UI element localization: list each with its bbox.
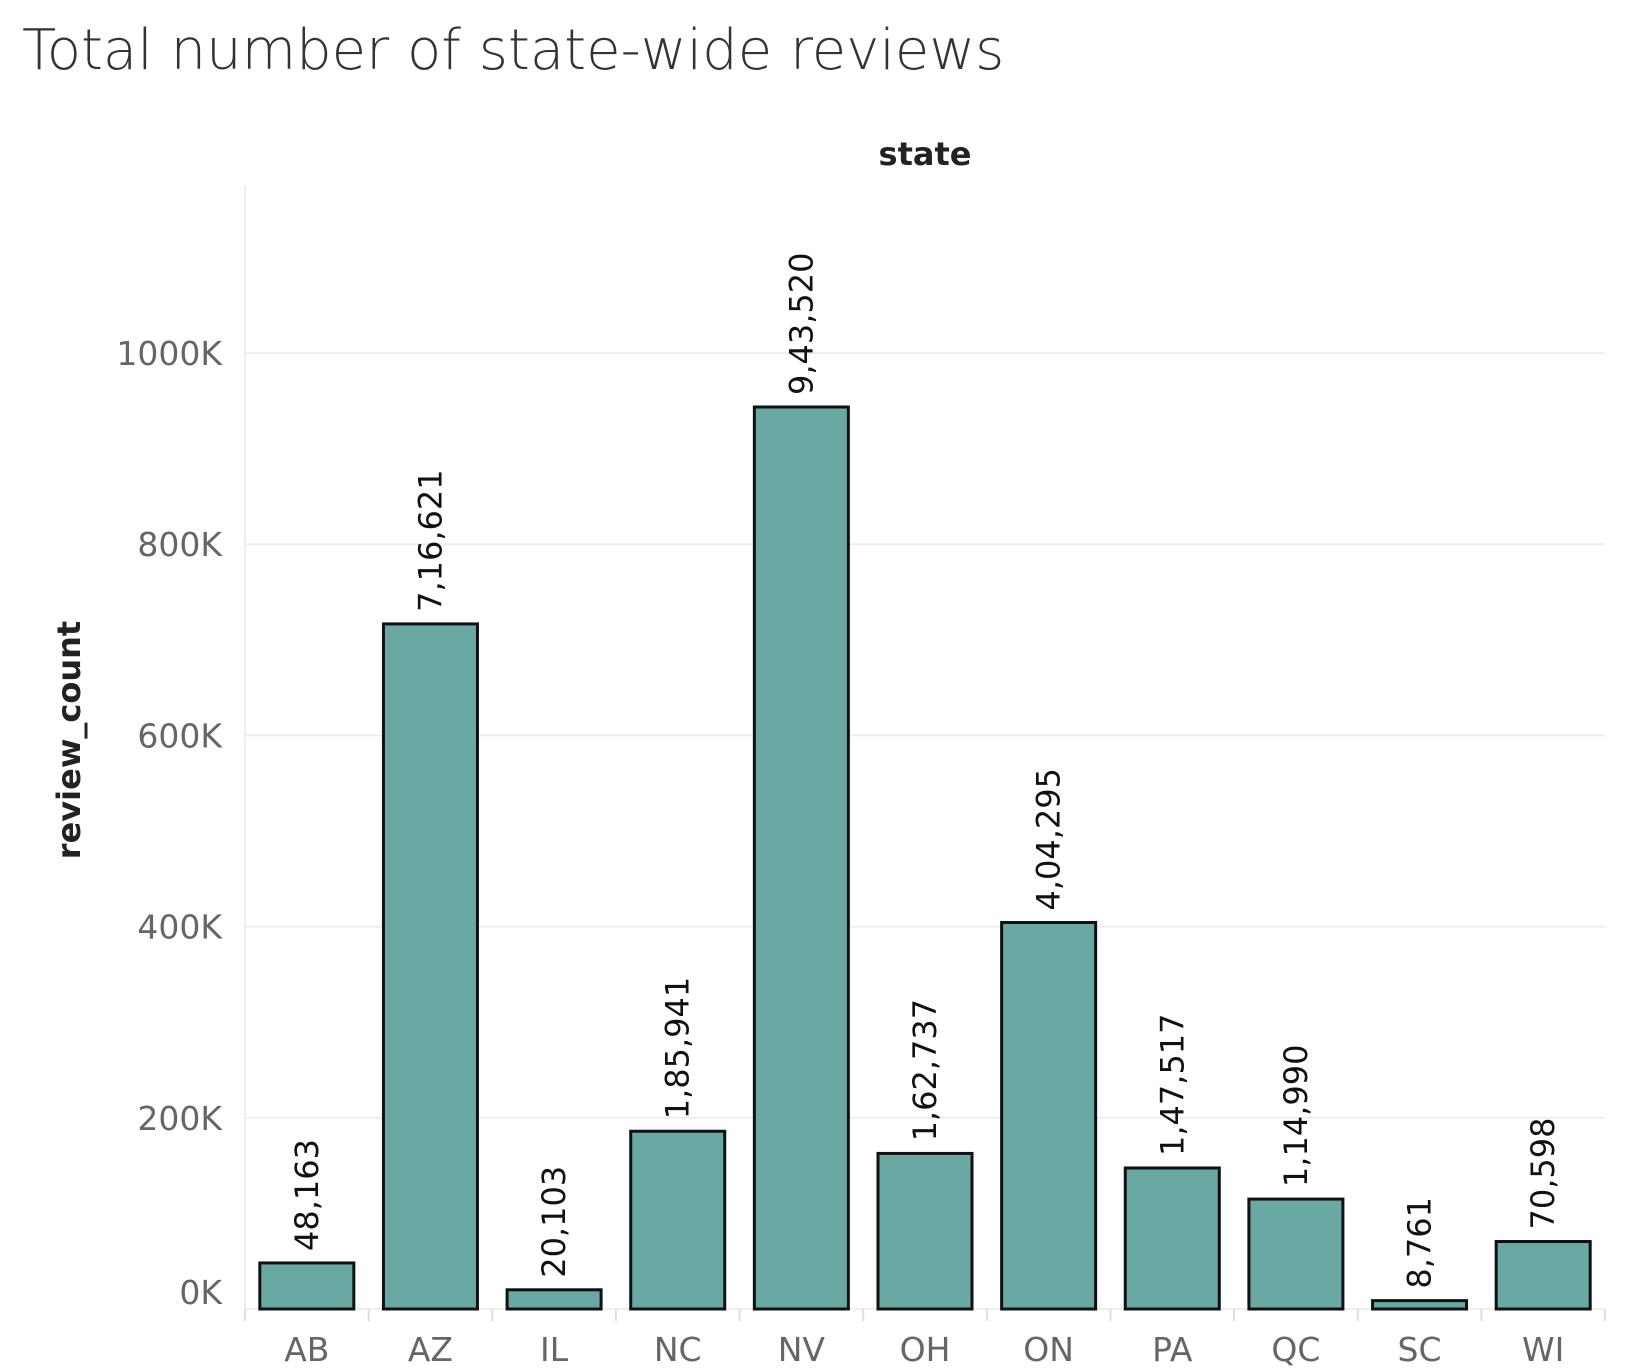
y-tick-label: 400K [137,908,223,947]
y-tick-label: 0K [179,1273,223,1312]
bar-az [381,622,479,1311]
axes: 0K 200K 400K 600K 800K 1000K AB AZ IL NC NV OH ON PA Q… [116,185,1606,1369]
bar-value-label: 8,761 [1401,1197,1439,1289]
x-tick-label: AB [284,1330,329,1369]
y-tick-label: 200K [137,1099,223,1138]
x-tick-label: NV [778,1330,826,1369]
y-tick-label: 1000K [116,334,223,373]
bar-value-label: 1,62,737 [906,999,944,1142]
y-tick-label: 600K [137,716,223,755]
x-tick-label: PA [1152,1330,1193,1369]
x-axis-title: state [879,135,972,173]
x-tick-label: QC [1271,1330,1320,1369]
bar-on [1000,920,1098,1311]
chart-title: Total number of state-wide reviews [22,18,1005,83]
bar-value-label: 1,14,990 [1277,1045,1315,1188]
x-tick-label: SC [1398,1330,1442,1369]
y-axis-title: review_count [50,621,88,859]
bar-value-label: 9,43,520 [782,252,820,395]
bar-value-label: 20,103 [535,1166,573,1278]
bar-ab [258,1261,356,1311]
bar-sc [1371,1299,1469,1311]
x-tick-label: IL [540,1330,569,1369]
bar-nv [752,405,850,1311]
x-tick-label: AZ [408,1330,453,1369]
bar-value-label: 7,16,621 [411,469,449,612]
bar-nc [629,1129,727,1311]
bar-value-label: 70,598 [1524,1118,1562,1230]
bar-pa [1123,1166,1221,1311]
bar-il [505,1288,603,1311]
bar-value-label: 48,163 [288,1139,326,1251]
bar-value-label: 1,47,517 [1153,1013,1191,1156]
bar-value-label: 4,04,295 [1030,768,1068,911]
bar-qc [1247,1197,1345,1311]
x-tick-label: ON [1023,1330,1074,1369]
y-tick-label: 800K [137,525,223,564]
data-labels: 48,163 7,16,621 20,103 1,85,941 9,43,520 1,62… [288,252,1562,1288]
bar-wi [1494,1240,1592,1311]
bar-value-label: 1,85,941 [659,977,697,1120]
bars [258,405,1592,1311]
bar-oh [876,1151,974,1311]
x-tick-label: WI [1522,1330,1564,1369]
x-tick-label: OH [900,1330,951,1369]
x-tick-label: NC [654,1330,702,1369]
